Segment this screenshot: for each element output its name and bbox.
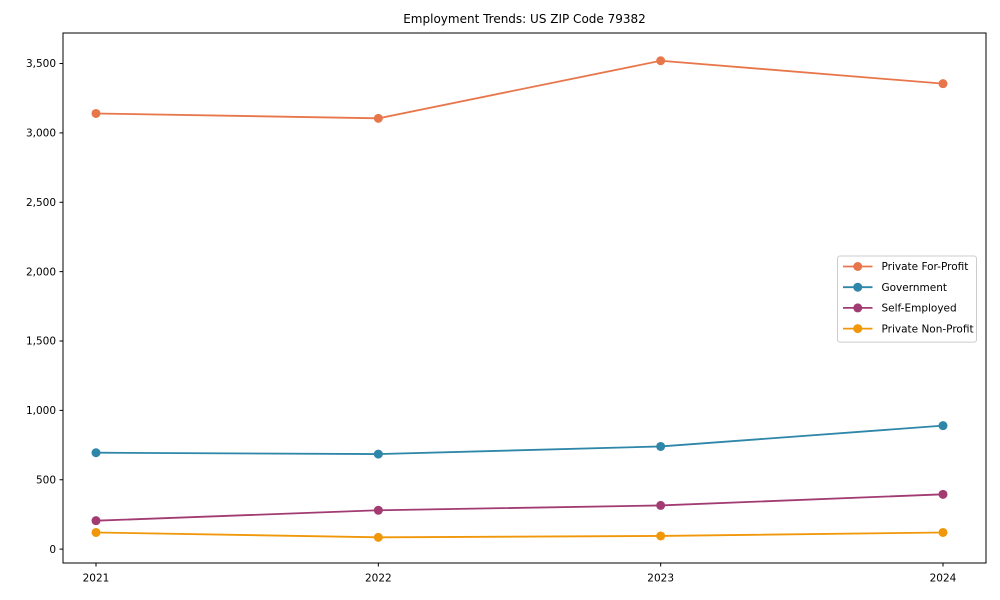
data-point-private-for-profit: [373, 113, 383, 123]
y-tick-label: 3,500: [26, 58, 56, 70]
data-point-government: [91, 448, 101, 458]
legend-marker-dot-government: [853, 282, 863, 292]
legend-marker-dot-private-non-profit: [853, 324, 863, 334]
legend-box: [837, 255, 977, 343]
legend-label-private-non-profit: Private Non-Profit: [882, 323, 974, 335]
data-point-government: [938, 421, 948, 431]
x-tick-label: 2024: [930, 573, 957, 585]
chart-title: Employment Trends: US ZIP Code 79382: [403, 12, 646, 26]
legend-label-self-employed: Self-Employed: [882, 303, 957, 315]
series-line-self-employed: [95, 493, 944, 522]
data-point-private-non-profit: [656, 531, 666, 541]
legend-label-government: Government: [882, 282, 947, 294]
y-tick-label: 1,500: [26, 336, 56, 348]
data-point-government: [373, 449, 383, 459]
data-point-private-non-profit: [373, 532, 383, 542]
data-point-self-employed: [91, 516, 101, 526]
y-tick-label: 2,500: [26, 197, 56, 209]
data-point-self-employed: [373, 505, 383, 515]
data-point-government: [656, 441, 666, 451]
data-point-private-non-profit: [91, 527, 101, 537]
legend: Private For-Profit Government Self-Employe…: [837, 255, 977, 343]
series-line-private-for-profit: [95, 59, 944, 120]
x-tick-label: 2022: [365, 573, 392, 585]
series-line-government: [95, 424, 944, 455]
y-tick-label: 0: [49, 544, 56, 556]
plot-border: [62, 32, 987, 564]
x-tick-label: 2021: [83, 573, 110, 585]
legend-marker-dot-self-employed: [853, 303, 863, 313]
y-tick-label: 500: [36, 474, 56, 486]
legend-label-private-for-profit: Private For-Profit: [882, 261, 969, 273]
y-tick-label: 1,000: [26, 405, 56, 417]
data-point-self-employed: [656, 500, 666, 510]
data-point-private-for-profit: [91, 108, 101, 118]
data-point-private-for-profit: [656, 56, 666, 66]
plot-area: 0 500 1,000 1,500 2,000 2,500 3,000 3,500 2021 20…: [26, 32, 987, 585]
x-tick-label: 2023: [647, 573, 674, 585]
legend-marker-dot-private-for-profit: [853, 262, 863, 271]
y-tick-label: 2,000: [26, 266, 56, 278]
series-line-private-non-profit: [95, 531, 944, 539]
data-point-private-for-profit: [938, 79, 948, 89]
data-point-private-non-profit: [938, 527, 948, 537]
data-point-self-employed: [938, 489, 948, 499]
y-tick-label: 3,000: [26, 128, 56, 140]
